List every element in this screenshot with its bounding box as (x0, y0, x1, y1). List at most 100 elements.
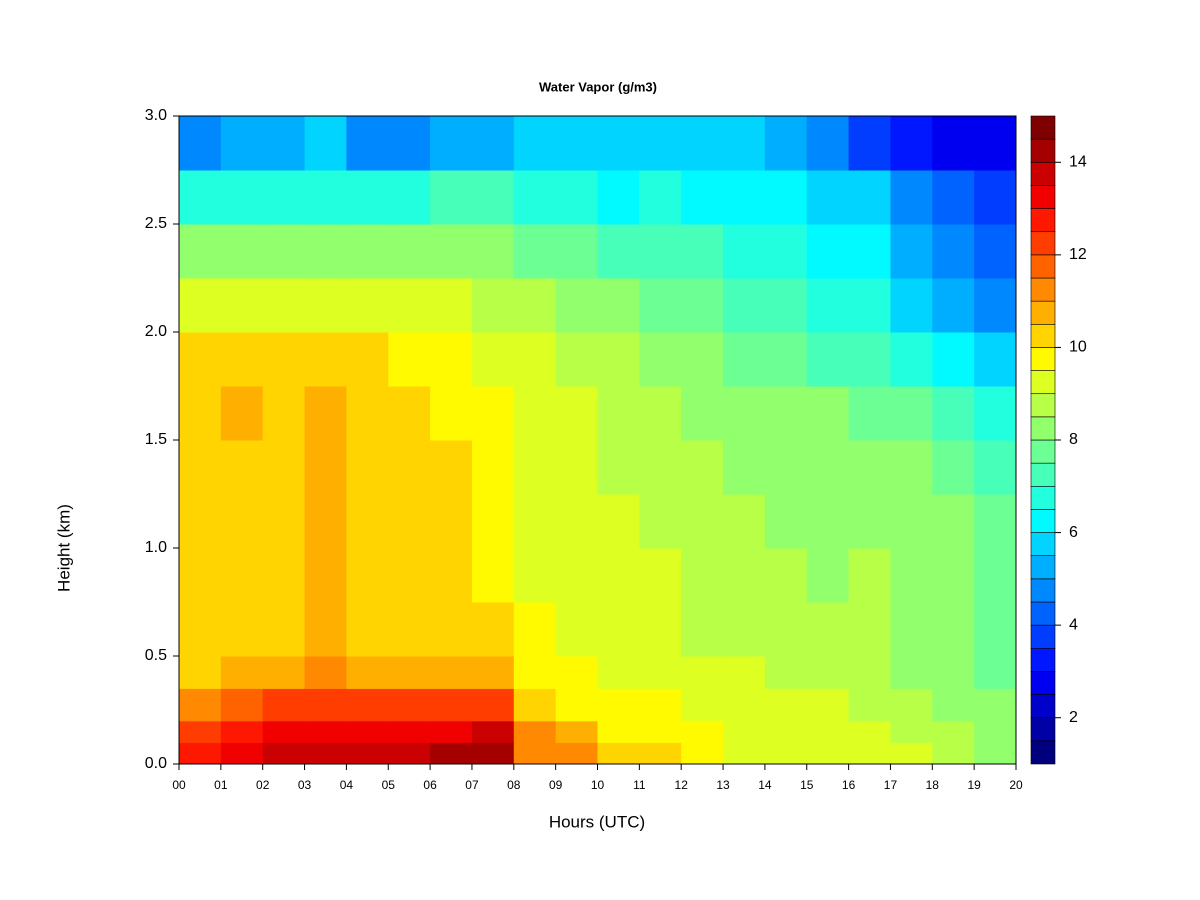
heat-cell (848, 116, 891, 171)
heat-cell (388, 494, 431, 549)
heat-cell (555, 494, 598, 549)
x-tick-label: 00 (172, 778, 186, 792)
colorbar-swatch (1030, 601, 1056, 626)
colorbar-tick-label: 10 (1069, 339, 1087, 356)
heat-cell (597, 116, 640, 171)
heat-cell (932, 656, 975, 689)
heat-cell (304, 494, 347, 549)
x-tick-label: 16 (842, 778, 856, 792)
colorbar-swatch (1030, 462, 1056, 487)
colorbar-swatch (1030, 717, 1056, 742)
heat-cell (681, 278, 724, 333)
heat-cell (974, 278, 1017, 333)
heat-cell (346, 494, 389, 549)
colorbar-tick-label: 12 (1069, 246, 1087, 263)
heat-cell (471, 656, 515, 689)
heat-cell (430, 386, 473, 441)
heat-cell (388, 224, 431, 279)
heat-cell (304, 386, 347, 441)
heat-cell (513, 602, 557, 657)
heat-cell (848, 440, 891, 495)
heat-cell (639, 386, 682, 441)
heat-cell (764, 548, 808, 603)
heat-cell (806, 116, 850, 171)
heat-cell (597, 688, 640, 722)
heat-cell (388, 116, 431, 171)
heat-cell (555, 440, 598, 495)
heat-cell (890, 688, 933, 722)
heat-cell (179, 548, 222, 603)
heat-cell (974, 170, 1017, 225)
heat-cell (890, 386, 933, 441)
x-tick-label: 06 (423, 778, 437, 792)
colorbar-swatch (1030, 671, 1056, 695)
heat-cell (639, 720, 682, 743)
heat-cell (806, 494, 850, 549)
heat-cell (262, 720, 306, 743)
heat-cell (639, 494, 682, 549)
heat-cell (346, 440, 389, 495)
heat-cell (262, 656, 306, 689)
heat-cell (639, 278, 682, 333)
heat-cell (346, 688, 389, 722)
heat-cell (471, 332, 515, 387)
heat-cell (681, 742, 724, 765)
heat-cell (262, 386, 306, 441)
heat-cell (764, 386, 808, 441)
heat-cell (764, 170, 808, 225)
colorbar-swatch (1030, 208, 1056, 233)
heat-cell (890, 332, 933, 387)
heat-cell (513, 688, 557, 722)
heat-cell (262, 278, 306, 333)
heat-cell (388, 720, 431, 743)
heat-cell (262, 494, 306, 549)
heat-cell (471, 548, 515, 603)
heat-cell (220, 224, 264, 279)
heat-cell (890, 116, 933, 171)
heat-cell (388, 170, 431, 225)
colorbar-swatch (1030, 555, 1056, 580)
heat-cell (220, 440, 264, 495)
heat-cell (262, 602, 306, 657)
heat-cell (639, 224, 682, 279)
heat-cell (597, 386, 640, 441)
x-tick-label: 10 (591, 778, 605, 792)
heat-cell (513, 386, 557, 441)
y-tick-label: 1.5 (145, 431, 167, 448)
heat-cell (555, 224, 598, 279)
heat-cell (932, 278, 975, 333)
heat-cell (430, 688, 473, 722)
heat-cell (723, 720, 766, 743)
heat-cell (513, 656, 557, 689)
heat-cell (346, 116, 389, 171)
heat-cell (681, 332, 724, 387)
heat-cell (513, 116, 557, 171)
heat-cell (681, 170, 724, 225)
heat-cell (262, 170, 306, 225)
heat-cell (639, 602, 682, 657)
heat-cell (723, 116, 766, 171)
heat-cell (932, 688, 975, 722)
heat-cell (890, 602, 933, 657)
heat-cell (597, 548, 640, 603)
heat-cell (555, 720, 598, 743)
x-tick-label: 13 (716, 778, 730, 792)
heat-cell (597, 440, 640, 495)
colorbar-tick-label: 14 (1069, 154, 1087, 171)
heat-cell (764, 688, 808, 722)
y-tick-label: 1.0 (145, 539, 167, 556)
x-tick-label: 04 (340, 778, 354, 792)
heat-cell (220, 332, 264, 387)
heat-cell (513, 494, 557, 549)
heat-cell (179, 278, 222, 333)
x-tick-label: 18 (926, 778, 940, 792)
heat-cell (471, 116, 515, 171)
colorbar-swatch (1030, 485, 1056, 510)
heat-cell (262, 440, 306, 495)
heat-cell (471, 224, 515, 279)
heat-cell (179, 602, 222, 657)
heat-cell (555, 170, 598, 225)
heat-cell (179, 332, 222, 387)
heat-cell (890, 656, 933, 689)
colorbar-swatch (1030, 185, 1056, 209)
